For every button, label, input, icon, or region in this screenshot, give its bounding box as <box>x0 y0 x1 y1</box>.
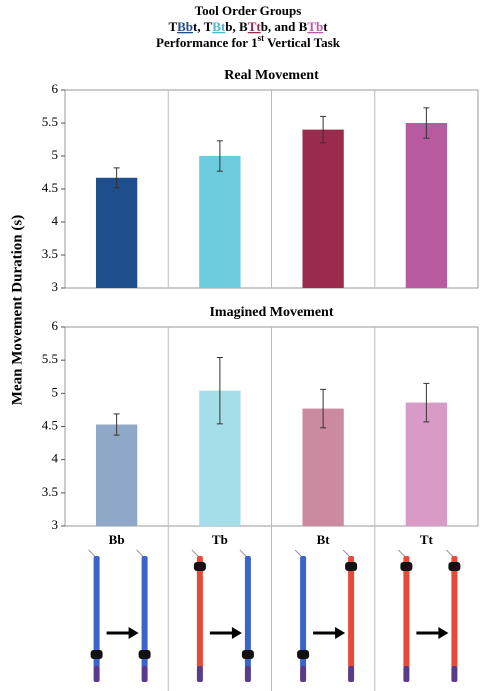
y-tick-label: 4 <box>52 213 59 228</box>
y-tick-label: 3.5 <box>42 484 58 499</box>
y-tick-label: 5 <box>52 384 59 399</box>
x-tick-label: Bt <box>317 532 331 547</box>
title-segment: Tt <box>248 19 262 34</box>
title-segment: st <box>258 33 265 43</box>
title-line: Tool Order Groups <box>195 3 302 18</box>
y-axis-label: Mean Movement Duration (s) <box>9 215 25 405</box>
bar <box>302 129 344 288</box>
y-tick-label: 4.5 <box>42 417 58 432</box>
x-tick-label: Tb <box>212 532 228 547</box>
tool-pair <box>88 549 152 683</box>
title-segment: Vertical Task <box>264 35 341 50</box>
y-tick-label: 5.5 <box>42 114 58 129</box>
bar <box>405 123 448 288</box>
title-segment: Tb <box>307 19 323 34</box>
y-tick-label: 6 <box>52 318 59 333</box>
bar <box>405 402 448 526</box>
y-tick-label: 3.5 <box>42 246 58 261</box>
tool-pair <box>191 549 255 683</box>
y-tick-label: 5 <box>52 147 59 162</box>
title-segment: Performance for 1 <box>156 35 258 50</box>
title-segment: Bb <box>177 19 193 34</box>
title-segment: T <box>168 19 177 34</box>
title-segment: b, and B <box>261 19 308 34</box>
tool-pair <box>294 549 358 683</box>
y-tick-label: 4 <box>52 451 59 466</box>
title-segment: Tool Order Groups <box>195 3 302 18</box>
y-tick-label: 6 <box>52 81 59 96</box>
bar <box>95 177 138 288</box>
x-tick-label: Tt <box>420 532 434 547</box>
bar <box>95 424 138 526</box>
title-segment: t <box>323 19 328 34</box>
title-segment: Bt <box>212 19 226 34</box>
x-tick-label: Bb <box>109 532 125 547</box>
bar <box>199 156 241 288</box>
panel-title: Imagined Movement <box>209 305 333 320</box>
y-tick-label: 5.5 <box>42 351 58 366</box>
tool-images <box>88 549 461 683</box>
title-segment: b, B <box>225 19 248 34</box>
title-line: Performance for 1st Vertical Task <box>156 33 341 50</box>
panel-title: Real Movement <box>224 68 319 83</box>
title-line: TBbt, TBtb, BTtb, and BTbt <box>168 19 328 34</box>
y-tick-label: 3 <box>52 517 59 532</box>
tool-pair <box>397 549 461 683</box>
y-tick-label: 3 <box>52 279 59 294</box>
y-tick-label: 4.5 <box>42 180 58 195</box>
title-segment: t, T <box>193 19 213 34</box>
